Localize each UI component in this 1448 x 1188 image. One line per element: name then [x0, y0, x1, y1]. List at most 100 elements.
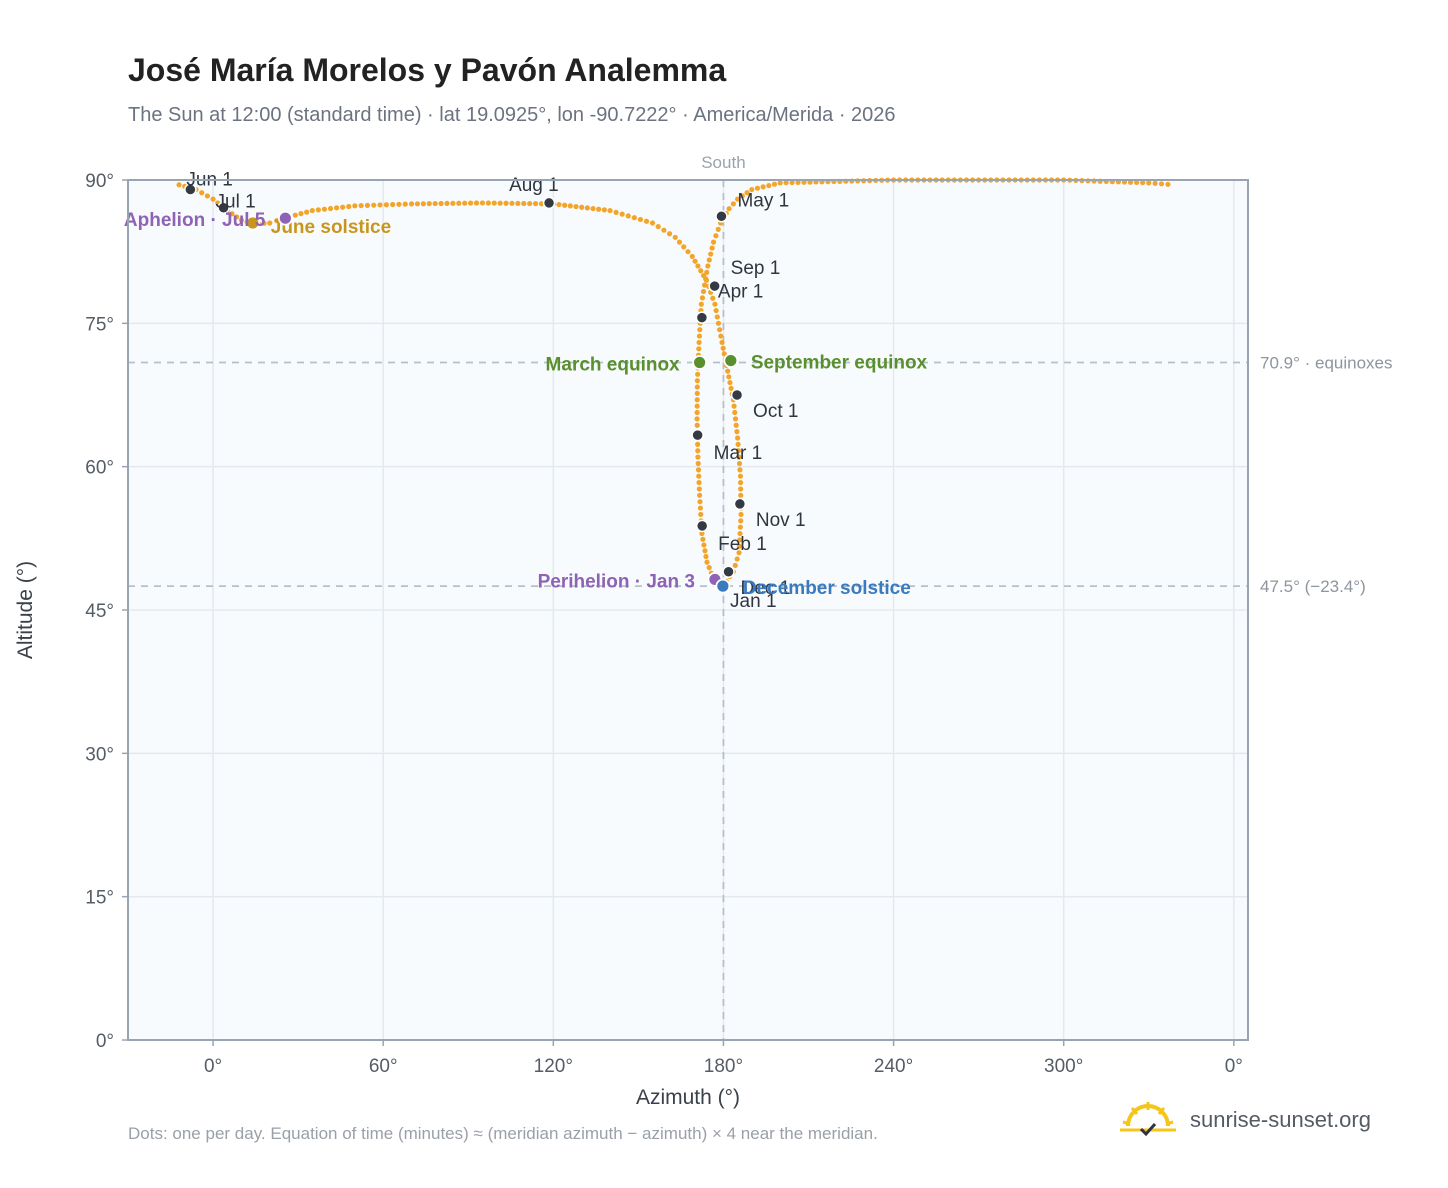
- day-dot: [567, 203, 573, 209]
- x-tick-label: 180°: [704, 1056, 743, 1077]
- day-dot: [789, 179, 795, 186]
- day-dot: [402, 201, 408, 207]
- x-tick-label: 0°: [204, 1056, 222, 1077]
- day-dot: [538, 201, 545, 207]
- day-dot: [1140, 180, 1146, 186]
- day-dot: [727, 379, 733, 386]
- event-label: Perihelion · Jan 3: [538, 571, 695, 592]
- day-dot: [485, 200, 491, 206]
- day-dot: [694, 409, 700, 416]
- day-dot: [730, 201, 736, 207]
- day-dot: [697, 492, 703, 498]
- day-dot: [695, 467, 702, 473]
- day-dot: [734, 429, 740, 435]
- day-dot: [479, 200, 486, 206]
- day-dot: [737, 467, 743, 473]
- month-point: [217, 201, 230, 214]
- day-dot: [579, 204, 585, 210]
- day-dot: [334, 205, 340, 211]
- day-dot: [352, 203, 358, 209]
- day-dot: [414, 201, 421, 207]
- day-dot: [432, 200, 438, 207]
- day-dot: [497, 200, 503, 206]
- month-point: [708, 279, 721, 293]
- december-reference-label: 47.5° (−23.4°): [1260, 577, 1366, 596]
- day-dot: [298, 211, 304, 217]
- day-dot: [726, 206, 732, 212]
- day-dot: [697, 499, 703, 505]
- month-label: Apr 1: [718, 282, 763, 303]
- day-dot: [426, 201, 432, 207]
- month-point: [184, 183, 197, 196]
- day-dot: [695, 371, 701, 377]
- day-dot: [694, 422, 700, 428]
- day-dot: [721, 351, 727, 357]
- day-dot: [760, 184, 766, 190]
- day-dot: [321, 206, 328, 212]
- y-tick-label: 75°: [85, 314, 114, 335]
- day-dot: [625, 213, 631, 219]
- meridian-label: South: [701, 153, 745, 172]
- day-dot: [661, 227, 667, 233]
- day-dot: [601, 207, 607, 213]
- day-dot: [694, 397, 700, 403]
- day-dot: [685, 249, 691, 255]
- day-dot: [777, 180, 783, 186]
- day-dot: [1152, 180, 1158, 186]
- day-dot: [444, 200, 450, 207]
- day-dot: [468, 200, 474, 206]
- day-dot: [304, 209, 310, 215]
- day-dot: [736, 543, 742, 549]
- day-dot: [736, 454, 742, 460]
- month-point: [695, 311, 709, 324]
- day-dot: [643, 218, 650, 224]
- day-dot: [713, 307, 719, 314]
- day-dot: [700, 272, 707, 279]
- day-dot: [438, 200, 444, 207]
- day-dot: [596, 206, 602, 212]
- day-dot: [737, 524, 743, 530]
- day-dot: [364, 202, 371, 208]
- day-dot: [699, 530, 705, 537]
- equinox-reference-label: 70.9° · equinoxes: [1260, 354, 1393, 373]
- day-dot: [704, 269, 710, 275]
- x-axis-label: Azimuth (°): [636, 1086, 740, 1109]
- day-dot: [719, 339, 725, 346]
- day-dot: [681, 244, 687, 250]
- day-dot: [509, 200, 515, 206]
- day-dot: [694, 403, 700, 409]
- month-label: Dec 1: [741, 578, 791, 599]
- day-dot: [713, 233, 719, 239]
- sun-logo-icon: [1120, 1102, 1176, 1137]
- day-dot: [708, 251, 714, 257]
- day-dot: [710, 239, 717, 245]
- day-dot: [613, 209, 619, 215]
- x-tick-label: 0°: [1225, 1056, 1243, 1077]
- day-dot: [692, 258, 698, 264]
- day-dot: [739, 193, 745, 199]
- day-dot: [199, 190, 205, 196]
- day-dot: [396, 201, 402, 207]
- day-dot: [503, 200, 509, 206]
- day-dot: [698, 268, 704, 274]
- month-label: Feb 1: [718, 534, 767, 555]
- month-point: [695, 519, 709, 533]
- day-dot: [358, 202, 364, 209]
- day-dot: [694, 416, 700, 422]
- day-dot: [562, 202, 568, 208]
- day-dot: [749, 186, 755, 193]
- day-dot: [655, 223, 661, 230]
- day-dot: [695, 460, 701, 467]
- event-label: March equinox: [546, 355, 681, 376]
- day-dot: [725, 368, 731, 374]
- day-dot: [689, 253, 695, 260]
- day-dot: [204, 193, 210, 199]
- day-dot: [473, 200, 480, 206]
- day-dot: [737, 479, 744, 486]
- day-dot: [737, 473, 744, 479]
- day-dot: [710, 295, 716, 301]
- day-dot: [696, 486, 702, 492]
- brand[interactable]: sunrise-sunset.org: [1120, 1100, 1371, 1140]
- day-dot: [1165, 181, 1171, 187]
- day-dot: [408, 201, 415, 207]
